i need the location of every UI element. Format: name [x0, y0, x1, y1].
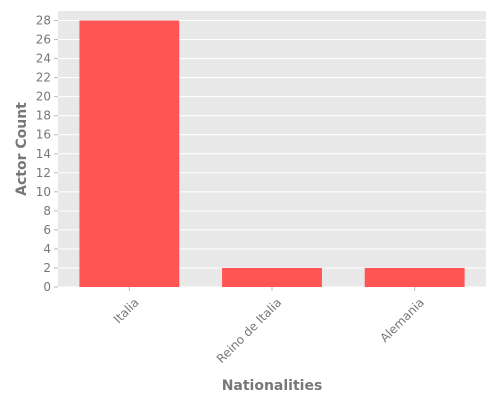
bar [222, 267, 322, 287]
y-tick-label: 14 [36, 147, 51, 161]
y-tick-label: 24 [36, 52, 51, 66]
bar [79, 20, 180, 287]
y-tick-label: 10 [36, 185, 51, 199]
y-tick-label: 8 [43, 204, 51, 218]
y-tick-label: 26 [36, 33, 51, 47]
bars [79, 20, 465, 287]
y-tick-label: 28 [36, 14, 51, 28]
x-tick-label: Alemania [377, 295, 427, 345]
x-tick-label: Italia [111, 295, 142, 326]
y-tick-label: 22 [36, 71, 51, 85]
y-tick-label: 18 [36, 109, 51, 123]
x-axis-ticks: Italia Reino de Italia Alemania [111, 287, 427, 366]
y-tick-label: 4 [43, 242, 51, 256]
y-tick-label: 0 [43, 280, 51, 294]
x-axis-title: Nationalities [222, 378, 323, 394]
y-axis-title: Actor Count [14, 102, 30, 196]
y-tick-label: 20 [36, 90, 51, 104]
y-tick-label: 2 [43, 261, 51, 275]
y-tick-label: 12 [36, 166, 51, 180]
bar [364, 267, 465, 287]
x-tick-label: Reino de Italia [214, 295, 285, 366]
y-tick-label: 16 [36, 128, 51, 142]
y-tick-label: 6 [43, 223, 51, 237]
